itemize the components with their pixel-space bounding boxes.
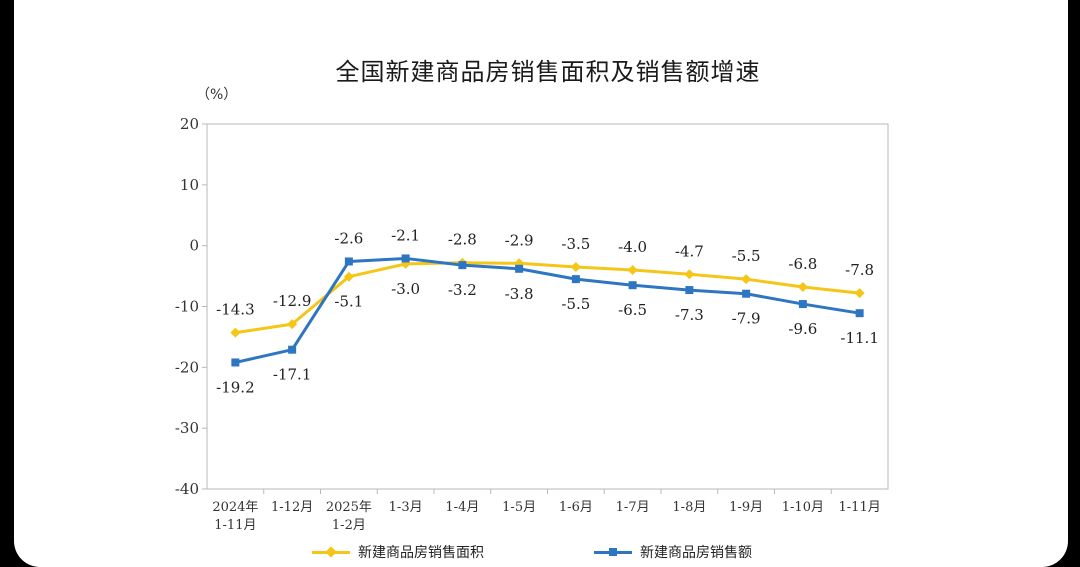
- series-1-point: [515, 264, 524, 273]
- series-1-point: [231, 358, 240, 367]
- x-tick-label: 1-4月: [445, 500, 479, 515]
- y-axis-ticks: 20 10 0 -10 -20 -30 -40: [175, 115, 207, 498]
- series-1-point: [288, 345, 297, 354]
- x-tick-label: 1-11月: [839, 500, 881, 515]
- legend-sales-label: 新建商品房销售额: [640, 545, 752, 561]
- series-0-point: [570, 261, 581, 272]
- data-label: -7.3: [675, 306, 704, 324]
- series-0-point: [230, 327, 241, 338]
- legend-item-area: 新建商品房销售面积: [312, 542, 484, 562]
- y-tick-label: -40: [175, 480, 199, 498]
- series-0-point: [854, 288, 865, 299]
- legend-area-swatch: [312, 545, 350, 558]
- data-label: -14.3: [216, 301, 254, 319]
- y-axis-unit-label: （%）: [196, 87, 238, 103]
- series-0-point: [287, 319, 298, 330]
- data-label: -19.2: [216, 378, 254, 396]
- data-label: -5.1: [334, 293, 363, 311]
- x-axis-ticks: 2024年 1-11月 1-12月 2025年 1-2月 1-3月 1-4月 1-5月 1-6月…: [212, 489, 881, 533]
- chart-card: [14, 0, 1068, 567]
- series-1-point: [401, 254, 410, 263]
- series-0-point: [684, 269, 695, 280]
- data-label: -5.5: [561, 295, 590, 313]
- data-label: -2.8: [448, 231, 477, 249]
- series-1-point: [344, 257, 353, 266]
- y-tick-label: 20: [180, 115, 199, 133]
- chart-title: 全国新建商品房销售面积及销售额增速: [335, 58, 761, 86]
- data-label: -12.9: [273, 292, 311, 310]
- y-tick-label: -20: [175, 358, 199, 376]
- data-label: -9.6: [788, 320, 817, 338]
- data-label: -4.0: [618, 238, 647, 256]
- y-tick-label: 0: [189, 237, 199, 255]
- data-label: -3.5: [561, 235, 590, 253]
- data-label: -2.6: [334, 229, 363, 247]
- series-1-point: [685, 286, 694, 295]
- x-tick-label: 1-6月: [559, 500, 593, 515]
- data-label: -3.8: [505, 285, 534, 303]
- x-tick-label: 2024年: [212, 500, 258, 515]
- x-tick-label: 1-5月: [502, 500, 536, 515]
- data-label: -17.1: [273, 366, 311, 384]
- series-line-0: [235, 261, 860, 335]
- data-label: -3.0: [391, 280, 420, 298]
- legend-item-sales: 新建商品房销售额: [594, 542, 752, 562]
- data-label: -4.7: [675, 242, 704, 260]
- series-markers: [230, 254, 865, 367]
- data-label: -6.5: [618, 301, 647, 319]
- data-label: -7.9: [732, 310, 761, 328]
- x-tick-label: 1-9月: [729, 500, 763, 515]
- y-tick-label: -10: [175, 298, 199, 316]
- series-1-point: [855, 309, 864, 318]
- series-1-point: [798, 300, 807, 309]
- x-tick-label: 1-10月: [782, 500, 824, 515]
- data-label: -2.1: [391, 226, 420, 244]
- data-label: -6.8: [788, 255, 817, 273]
- data-label: -2.9: [505, 231, 534, 249]
- series-0-point: [797, 282, 808, 293]
- data-label: -3.2: [448, 281, 477, 299]
- data-label: -11.1: [840, 329, 878, 347]
- series-0-point: [343, 271, 354, 282]
- series-1-point: [742, 289, 751, 298]
- series-1-point: [571, 275, 580, 284]
- series-0-point: [741, 274, 752, 285]
- x-tick-label: 1-11月: [214, 518, 256, 533]
- x-tick-label: 1-2月: [332, 518, 366, 533]
- data-labels: -14.3 -12.9 -5.1 -3.0 -2.8 -2.9 -3.5 -4.0 -4.7 -5…: [216, 226, 879, 396]
- data-label: -5.5: [732, 247, 761, 265]
- x-tick-label: 1-3月: [389, 500, 423, 515]
- series-1-point: [458, 261, 467, 270]
- x-tick-label: 1-7月: [616, 500, 650, 515]
- x-tick-label: 1-12月: [271, 500, 313, 515]
- series-line-1: [235, 256, 860, 364]
- y-tick-label: -30: [175, 419, 199, 437]
- y-tick-label: 10: [180, 176, 199, 194]
- data-label: -7.8: [845, 261, 874, 279]
- legend-sales-swatch: [594, 547, 632, 556]
- legend-area-label: 新建商品房销售面积: [358, 545, 484, 561]
- series-0-point: [627, 265, 638, 275]
- x-tick-label: 1-8月: [672, 500, 706, 515]
- x-tick-label: 2025年: [326, 500, 372, 515]
- series-1-point: [628, 281, 637, 290]
- series-lines: [235, 256, 860, 364]
